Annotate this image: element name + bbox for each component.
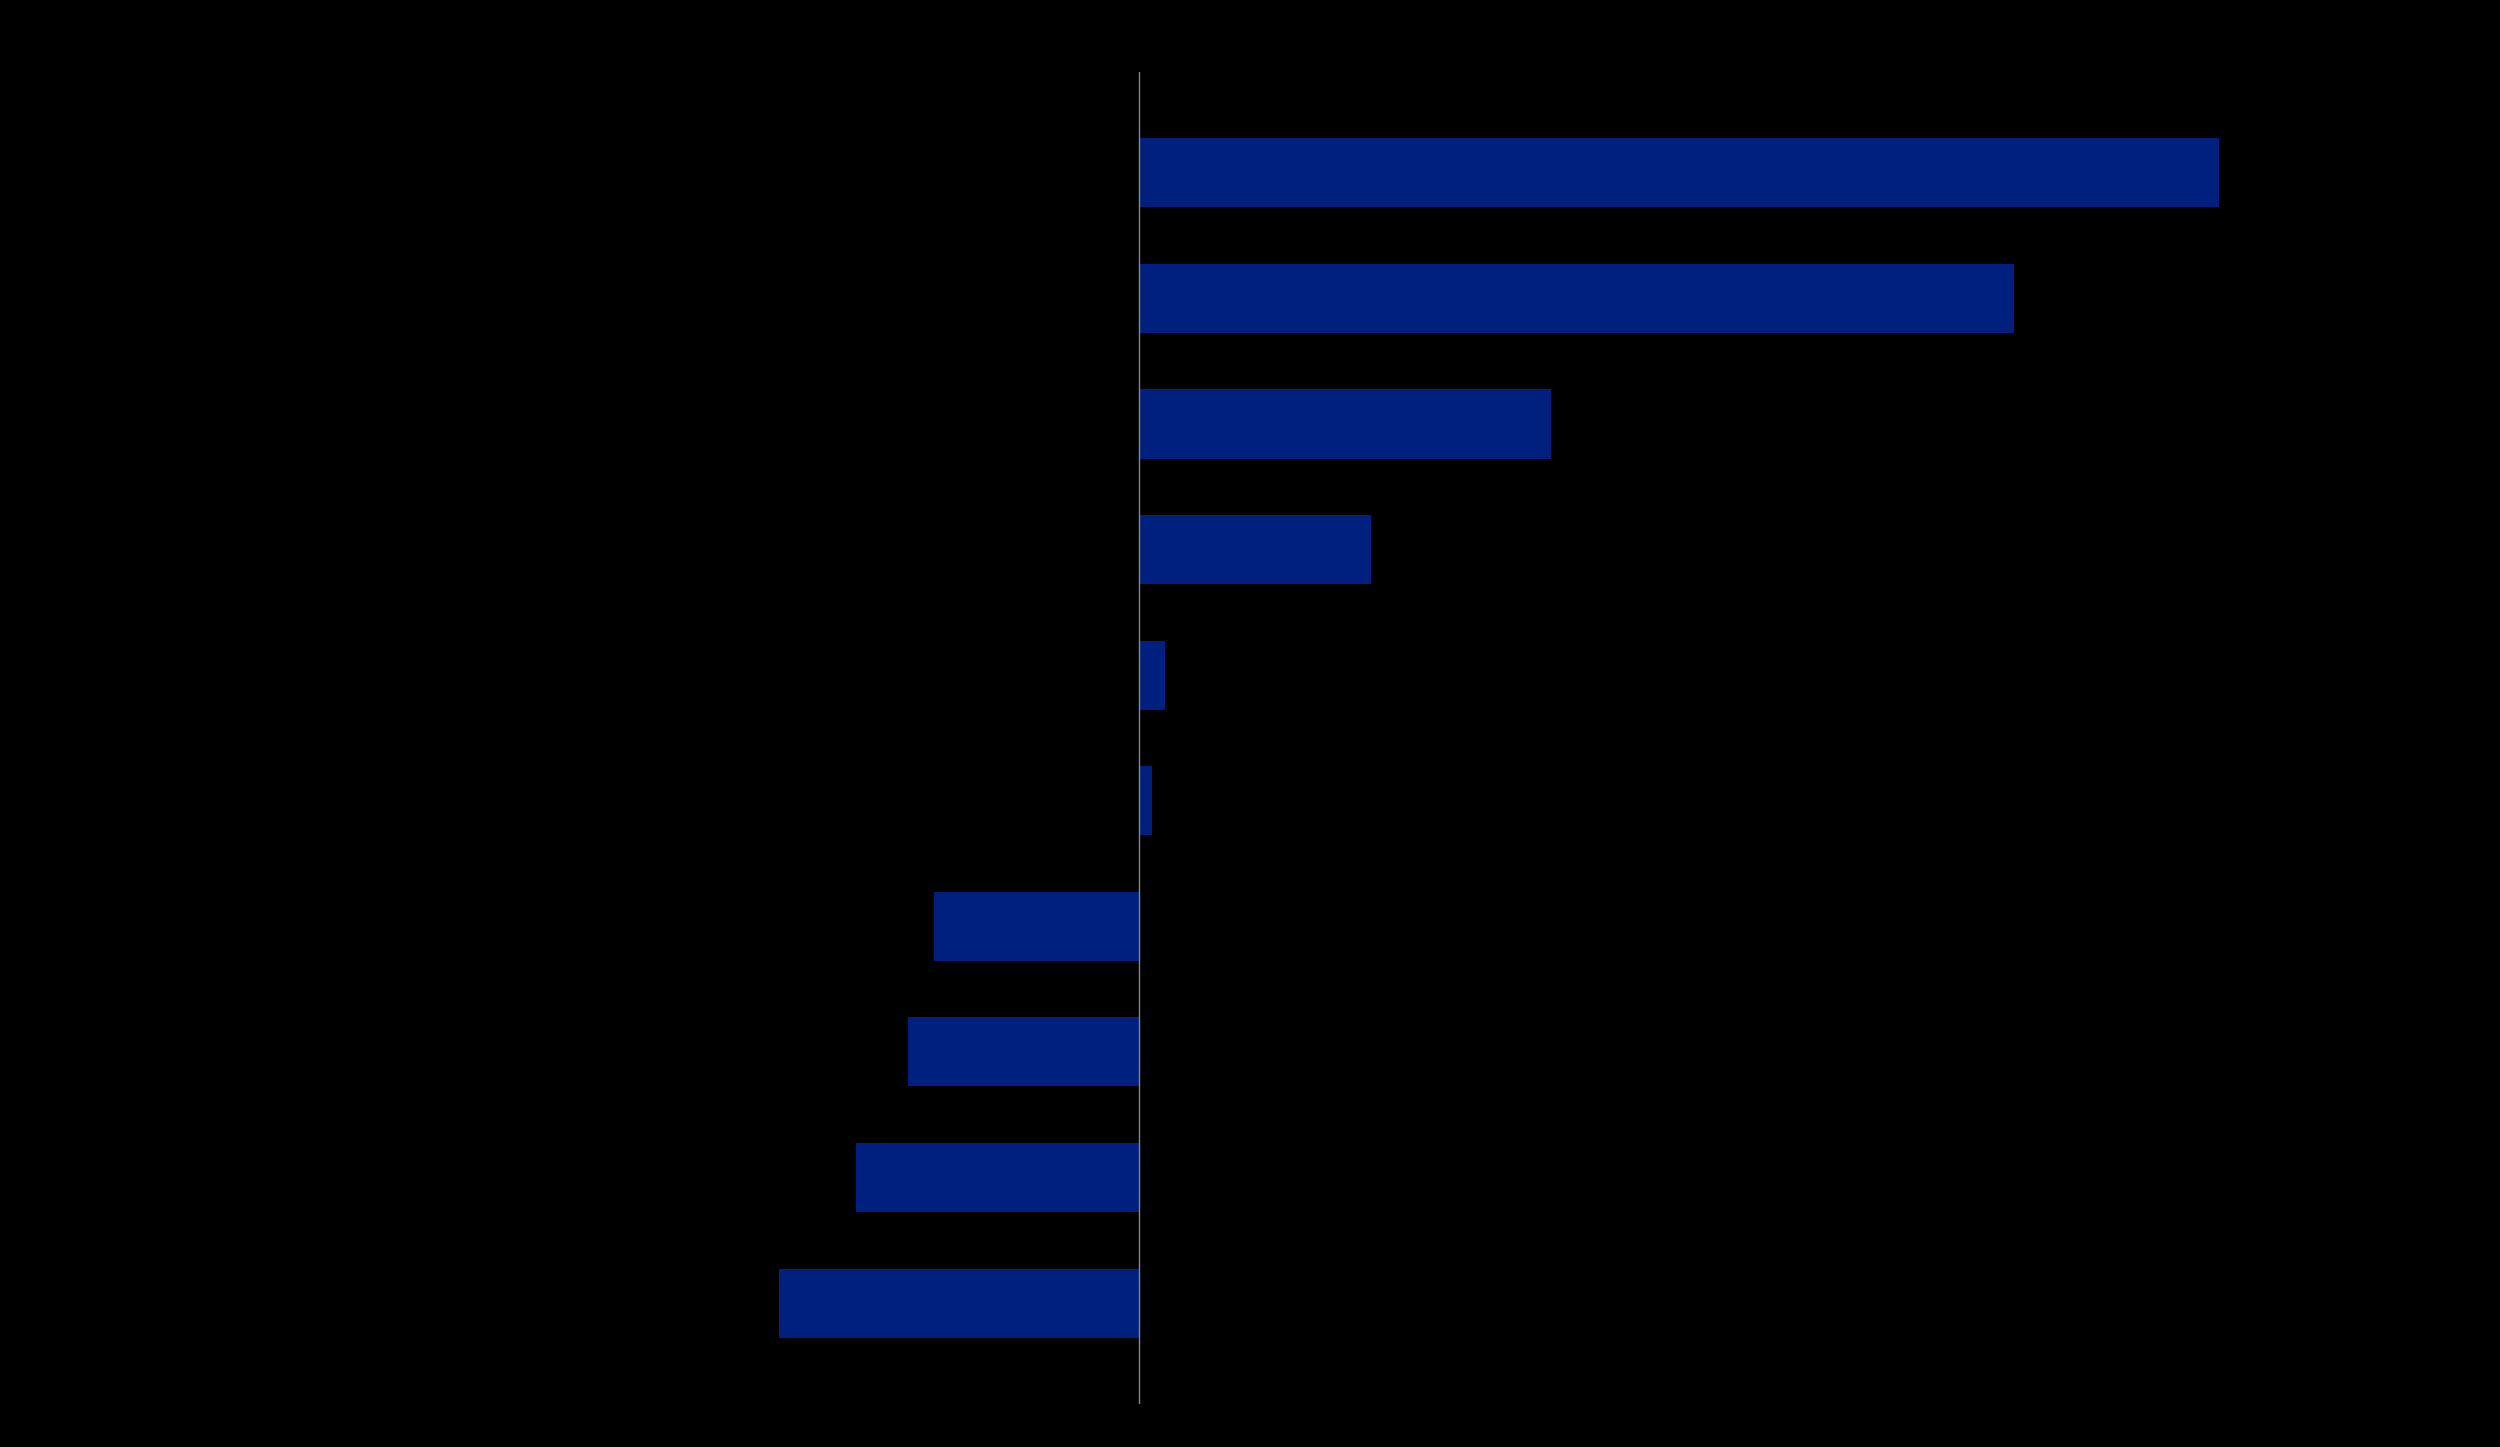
Bar — [1140, 139, 2220, 207]
Bar — [1140, 263, 2012, 333]
Bar — [1140, 515, 1370, 585]
Bar — [858, 1143, 1140, 1213]
Bar — [1140, 641, 1165, 709]
Bar — [932, 891, 1140, 961]
Bar — [780, 1269, 1140, 1337]
Bar — [908, 1017, 1140, 1087]
Bar — [1140, 767, 1152, 835]
Bar — [1140, 389, 1550, 459]
